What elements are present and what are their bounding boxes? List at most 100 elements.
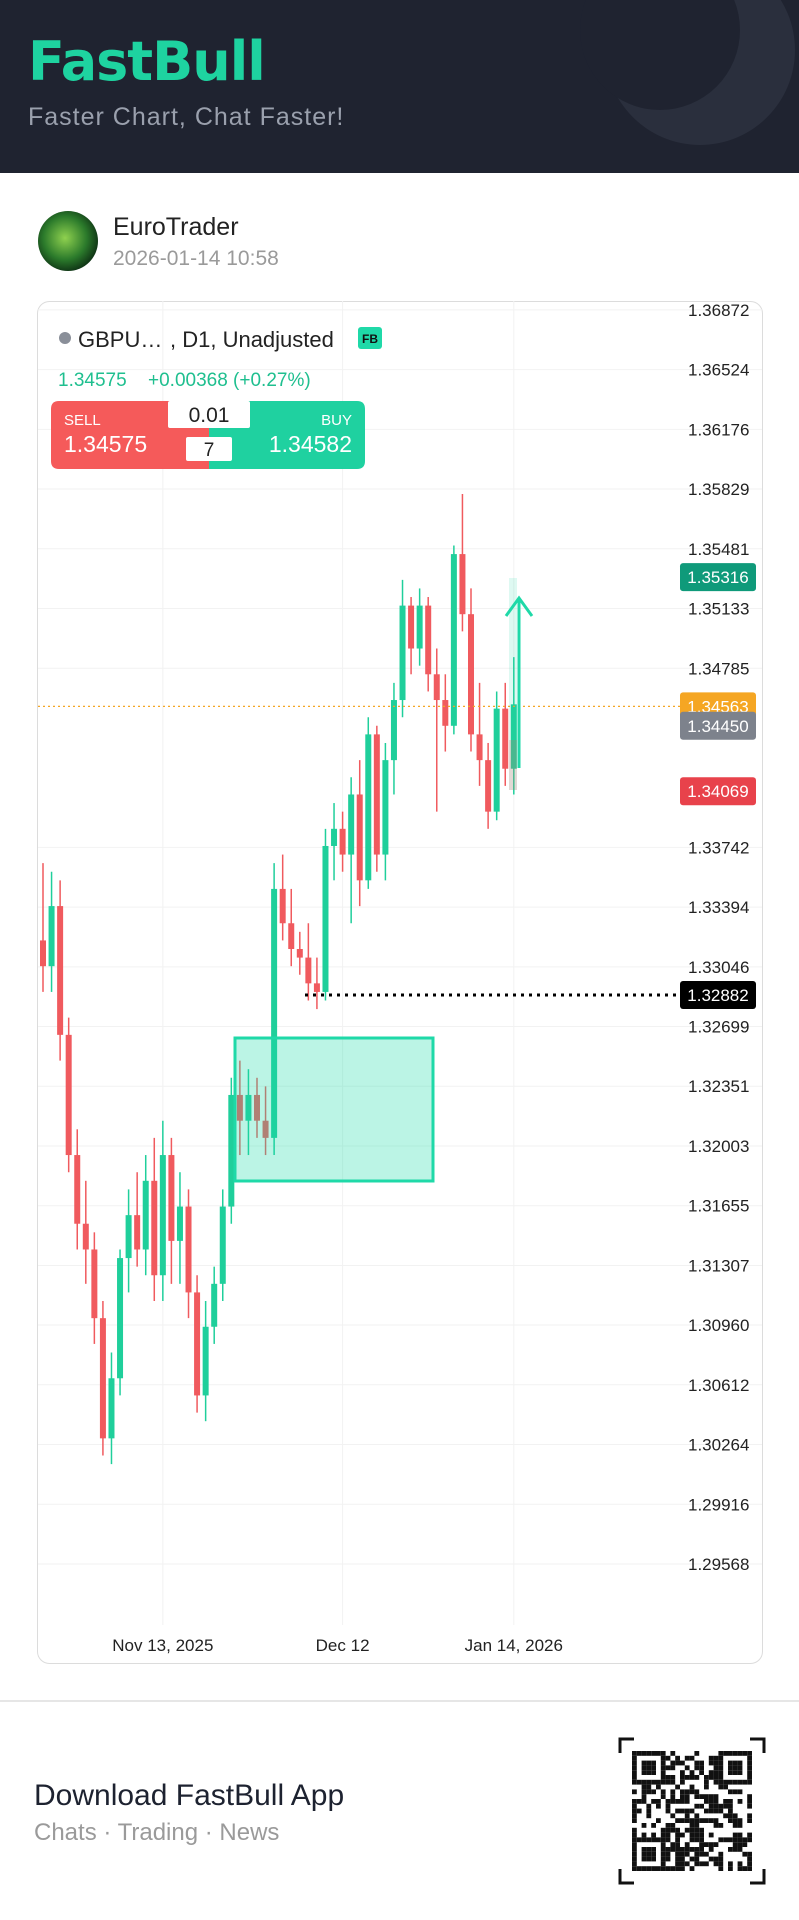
qr-module: [675, 1808, 680, 1814]
qr-module: [684, 1827, 690, 1833]
sell-label: SELL: [64, 412, 101, 429]
qr-module: [680, 1866, 685, 1871]
price-tag-label: 1.35316: [687, 568, 748, 587]
qr-module: [656, 1818, 661, 1823]
qr-module: [680, 1818, 685, 1823]
qr-module: [665, 1827, 671, 1833]
qr-module: [718, 1765, 724, 1771]
x-tick-label: Jan 14, 2026: [465, 1636, 563, 1655]
qr-module: [732, 1765, 738, 1771]
qr-module: [747, 1837, 752, 1843]
qr-module: [708, 1842, 714, 1847]
qr-module: [704, 1794, 709, 1799]
qr-module: [689, 1832, 695, 1838]
qr-module: [699, 1837, 704, 1843]
divider: [0, 1700, 799, 1702]
candle-body: [416, 605, 423, 649]
avatar-globe: [38, 211, 98, 271]
qr-module: [632, 1813, 637, 1819]
arrow-head: [504, 595, 534, 617]
y-tick-label: 1.35829: [688, 480, 749, 499]
candle-body: [450, 554, 457, 726]
qr-module: [689, 1837, 695, 1843]
qr-module: [742, 1837, 748, 1843]
qr-module: [689, 1823, 695, 1828]
y-tick-label: 1.32003: [688, 1137, 749, 1156]
qr-module: [708, 1808, 714, 1814]
qr-module: [660, 1794, 666, 1799]
qr-module: [747, 1861, 752, 1867]
qr-module: [728, 1808, 733, 1814]
qr-module: [651, 1823, 656, 1828]
qr-module: [646, 1808, 652, 1814]
qr-module: [694, 1847, 700, 1852]
qr-module: [694, 1861, 700, 1867]
qr-module: [675, 1851, 680, 1857]
qr-module: [680, 1856, 685, 1862]
y-tick-label: 1.32351: [688, 1077, 749, 1096]
qr-module: [680, 1789, 685, 1795]
candle-body: [151, 1180, 158, 1276]
author[interactable]: EuroTrader: [113, 213, 239, 241]
qr-module: [684, 1818, 690, 1823]
qr-module: [732, 1842, 738, 1847]
qr-module: [718, 1808, 724, 1814]
qr-module: [737, 1770, 743, 1775]
qr-module: [747, 1832, 752, 1838]
price-tag: [680, 563, 756, 592]
lot-box[interactable]: [168, 401, 250, 428]
drawn-box[interactable]: [233, 1036, 435, 1183]
qr-module: [728, 1861, 733, 1867]
qr-module: [651, 1851, 656, 1857]
qr-module: [728, 1818, 733, 1823]
qr-module: [689, 1784, 695, 1790]
candle-body: [425, 605, 432, 675]
qr-module: [704, 1851, 709, 1857]
qr-module: [694, 1794, 700, 1799]
qr-module: [708, 1832, 714, 1838]
qr-module: [699, 1832, 704, 1838]
qr-module: [718, 1851, 724, 1857]
qr-module: [632, 1789, 637, 1795]
qr-module: [632, 1755, 637, 1761]
qr-module: [665, 1775, 671, 1780]
qr-module: [641, 1851, 647, 1857]
qr-code[interactable]: [618, 1737, 766, 1885]
candle-body: [125, 1215, 132, 1259]
qr-module: [660, 1861, 666, 1867]
footer-title[interactable]: Download FastBull App: [34, 1779, 345, 1812]
candle-body: [211, 1283, 218, 1327]
qr-module: [680, 1775, 685, 1780]
qr-module: [665, 1866, 671, 1871]
qr-module: [670, 1751, 676, 1756]
qr-module: [665, 1837, 671, 1843]
qr-module: [651, 1866, 656, 1871]
qr-module: [665, 1856, 671, 1862]
candle-body: [382, 760, 389, 855]
price-tag: [680, 777, 756, 806]
qr-module: [641, 1765, 647, 1771]
qr-module: [632, 1799, 637, 1804]
count-box[interactable]: [186, 437, 232, 461]
qr-module: [636, 1751, 642, 1756]
qr-module: [641, 1856, 647, 1862]
qr-module: [651, 1760, 656, 1766]
qr-module: [704, 1861, 709, 1867]
candle-body: [57, 906, 64, 1035]
qr-module: [732, 1818, 738, 1823]
qr-module: [689, 1866, 695, 1871]
qr-module: [660, 1789, 666, 1795]
candle-body: [65, 1034, 72, 1156]
avatar[interactable]: [37, 210, 99, 272]
qr-module: [713, 1808, 719, 1814]
qr-module: [728, 1837, 733, 1843]
x-tick-label: Dec 12: [316, 1636, 370, 1655]
candle-body: [219, 1206, 226, 1284]
qr-module: [747, 1818, 752, 1823]
qr-module: [675, 1799, 680, 1804]
qr-module: [646, 1851, 652, 1857]
candle-body: [288, 923, 295, 950]
qr-module: [728, 1779, 733, 1785]
qr-module: [641, 1847, 647, 1852]
qr-module: [718, 1751, 724, 1756]
